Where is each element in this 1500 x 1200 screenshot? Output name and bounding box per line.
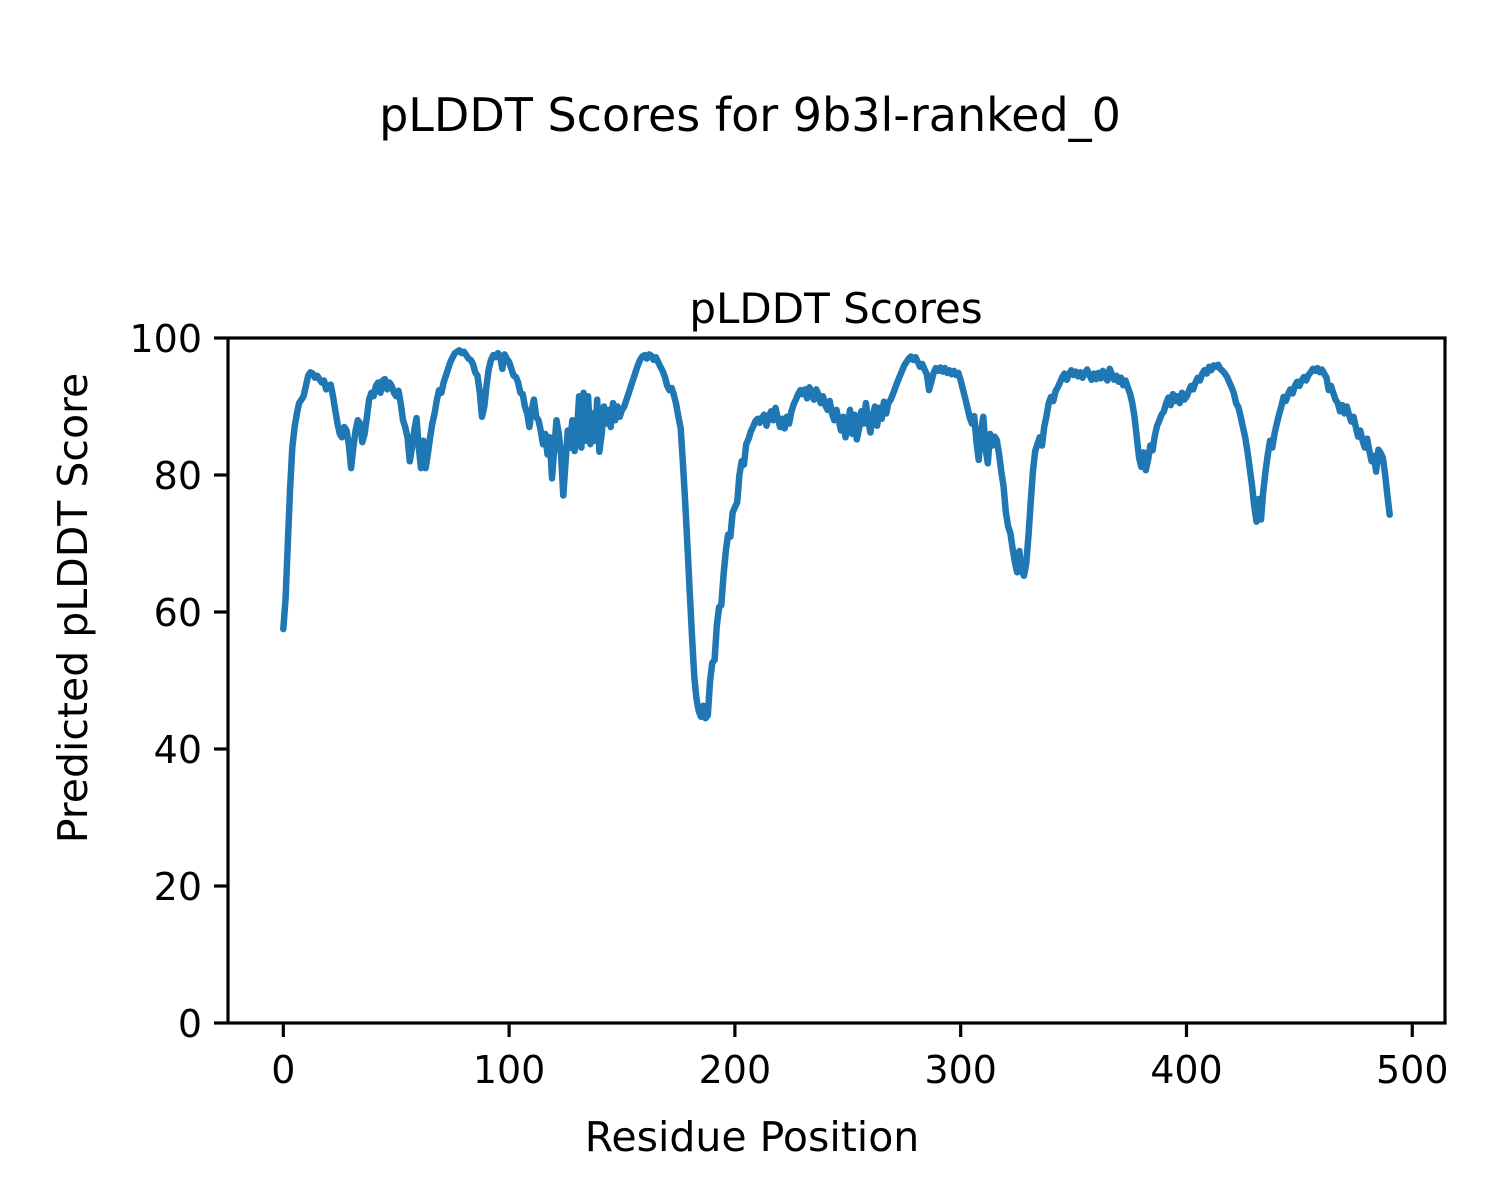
x-tick-label: 400 [1150, 1048, 1223, 1092]
x-tick-label: 500 [1376, 1048, 1449, 1092]
y-tick-label: 0 [178, 1002, 202, 1046]
y-tick-label: 80 [154, 454, 202, 498]
x-tick-label: 200 [699, 1048, 772, 1092]
x-tick-label: 100 [473, 1048, 546, 1092]
x-tick-label: 300 [924, 1048, 997, 1092]
y-axis-label: Predicted pLDDT Score [49, 372, 97, 844]
axes-title: pLDDT Scores [689, 284, 983, 333]
figure-title: pLDDT Scores for 9b3l-ranked_0 [379, 88, 1121, 142]
y-tick-label: 20 [154, 865, 202, 909]
y-tick-label: 40 [154, 728, 202, 772]
x-tick-label: 0 [271, 1048, 295, 1092]
y-tick-label: 60 [154, 591, 202, 635]
axes-frame [226, 336, 1447, 1025]
x-axis-label: Residue Position [584, 1113, 920, 1161]
plddt-line [280, 347, 1393, 722]
y-tick-label: 100 [129, 317, 202, 361]
